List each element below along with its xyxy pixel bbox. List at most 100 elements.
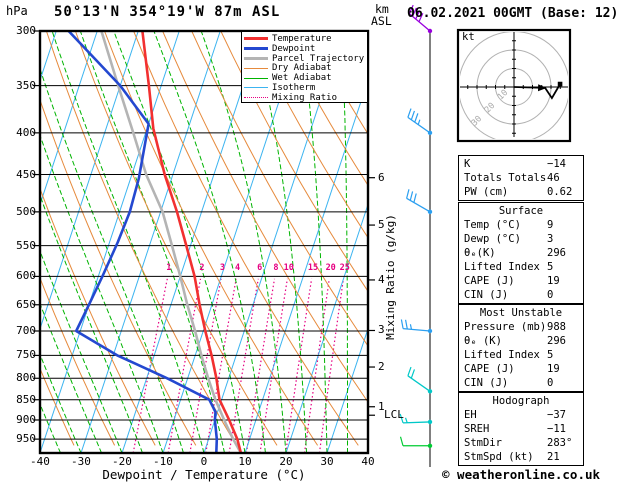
- panel-row-label: Lifted Index: [464, 349, 540, 361]
- wet-adiabat-line: [367, 423, 368, 453]
- wind-barb-feather: [418, 12, 424, 22]
- legend-item: Mixing Ratio: [244, 93, 367, 103]
- panel-row-label: Totals Totals: [464, 172, 547, 184]
- wind-barb-feather: [409, 191, 414, 201]
- panel-row-value: −37: [547, 409, 566, 421]
- wind-barb: [399, 436, 433, 448]
- wind-barb-feather: [413, 193, 417, 203]
- panel-row-value: −14: [547, 158, 566, 170]
- panel-row: Pressure (mb) 988: [459, 320, 583, 334]
- hodograph-end-marker: [557, 81, 563, 87]
- altitude-tick-label: 5: [378, 218, 385, 232]
- dry-adiabat-line: [40, 187, 156, 446]
- legend-line-swatch: [244, 87, 268, 89]
- altitude-tick-label: 6: [378, 170, 385, 184]
- legend-line-swatch: [244, 47, 268, 51]
- panel-row: StmSpd (kt) 21: [459, 450, 583, 464]
- station-title: 50°13'N 354°19'W 87m ASL: [54, 4, 281, 20]
- wind-barb-feather: [407, 366, 412, 377]
- mixing-ratio-line: [167, 278, 202, 453]
- panel-row: θₑ (K) 296: [459, 334, 583, 348]
- panel-row: K −14: [459, 157, 583, 171]
- wet-adiabat-line: [300, 31, 328, 453]
- run-date-title: 06.02.2021 00GMT (Base: 12): [407, 6, 619, 21]
- mixing-ratio-value-label: 15: [307, 263, 319, 273]
- wet-adiabat-line: [40, 67, 184, 453]
- panel-row-value: 296: [547, 247, 566, 259]
- temperature-tick-label: -30: [71, 455, 91, 468]
- wind-barb: [407, 366, 433, 394]
- panel-row-label: CIN (J): [464, 377, 509, 389]
- altitude-tick-label: 3: [378, 323, 385, 337]
- panel-row-label: Temp (°C): [464, 219, 521, 231]
- mixing-ratio-line: [189, 278, 222, 453]
- pressure-tick-label: 900: [16, 412, 36, 426]
- mixing-ratio-value-label: 4: [235, 263, 241, 273]
- mixing-ratio-line: [205, 278, 237, 453]
- legend-line-swatch: [244, 67, 268, 69]
- isotherm-line: [326, 327, 368, 453]
- mixing-ratio-line: [285, 278, 313, 453]
- panel-title: Surface: [498, 205, 544, 217]
- wind-barb-shaft: [406, 197, 431, 213]
- panel-hodograph: Hodograph EH −37 SREH −11 StmDir 283° StmSpd (k…: [458, 392, 584, 466]
- hodograph-trace: [513, 83, 561, 100]
- mixing-ratio-value-label: 20: [325, 263, 336, 273]
- panel-row-label: Lifted Index: [464, 261, 540, 273]
- wind-barb-feather: [414, 113, 419, 123]
- wind-barb-feather: [400, 319, 404, 329]
- temperature-tick-label: -10: [153, 455, 173, 468]
- wet-adiabat-line: [251, 31, 307, 453]
- legend-item-label: Wet Adiabat: [272, 73, 332, 84]
- legend-line-swatch: [244, 37, 268, 41]
- panel-row-label: θₑ(K): [464, 247, 496, 259]
- panel-row-label: K: [464, 158, 471, 170]
- wind-barb-feather: [408, 4, 414, 14]
- dry-adiabat-line: [278, 31, 368, 187]
- panel-row-label: CIN (J): [464, 289, 509, 301]
- hodograph-unit-label: kt: [462, 31, 475, 43]
- dry-adiabat-line: [104, 31, 319, 446]
- legend-item-label: Temperature: [272, 33, 332, 44]
- altitude-axis-unit-km: km: [375, 2, 389, 16]
- mixing-ratio-value-label: 10: [283, 263, 294, 273]
- wind-barb: [408, 4, 433, 34]
- wind-barb-feather: [399, 436, 404, 446]
- isotherm-line: [121, 31, 262, 453]
- panel-row-label: Dewp (°C): [464, 233, 521, 245]
- panel-row-value: 988: [547, 321, 566, 333]
- dry-adiabat-line: [133, 31, 359, 446]
- wind-barb: [407, 108, 433, 136]
- panel-row-value: 3: [547, 233, 554, 245]
- dry-adiabat-line: [162, 31, 368, 403]
- pressure-tick-label: 400: [16, 125, 36, 139]
- wind-barb-feather: [411, 7, 417, 17]
- altitude-tick-label: 4: [378, 272, 385, 286]
- temperature-tick-label: -40: [30, 455, 50, 468]
- pressure-tick-label: 600: [16, 269, 36, 283]
- pressure-tick-label: 550: [16, 238, 36, 252]
- wind-barb-feather: [406, 189, 410, 199]
- panel-row: StmDir 283°: [459, 436, 583, 450]
- panel-row-value: −11: [547, 423, 566, 435]
- panel-row-label: CAPE (J): [464, 275, 515, 287]
- lcl-label: LCL: [384, 408, 404, 421]
- panel-row: Temp (°C) 9: [459, 218, 583, 232]
- panel-row-label: CAPE (J): [464, 363, 515, 375]
- panel-row: Dewp (°C) 3: [459, 232, 583, 246]
- legend-line-swatch: [244, 97, 268, 99]
- panel-row: SREH −11: [459, 422, 583, 436]
- panel-surface: Surface Temp (°C) 9 Dewp (°C) 3 θₑ(K) 296 Lifte…: [458, 202, 584, 304]
- panel-row-label: PW (cm): [464, 186, 509, 198]
- panel-row: θₑ(K) 296: [459, 246, 583, 260]
- wind-barb: [400, 319, 433, 334]
- panel-row-label: StmDir: [464, 437, 502, 449]
- legend-item-label: Parcel Trajectory: [272, 53, 365, 64]
- dry-adiabat-line: [249, 31, 368, 239]
- legend-item: Temperature: [244, 34, 367, 44]
- pressure-tick-label: 700: [16, 323, 36, 337]
- mixing-ratio-line: [303, 278, 330, 453]
- panel-row-label: SREH: [464, 423, 490, 435]
- wet-adiabat-line: [40, 353, 82, 453]
- panel-row: PW (cm) 0.62: [459, 185, 583, 199]
